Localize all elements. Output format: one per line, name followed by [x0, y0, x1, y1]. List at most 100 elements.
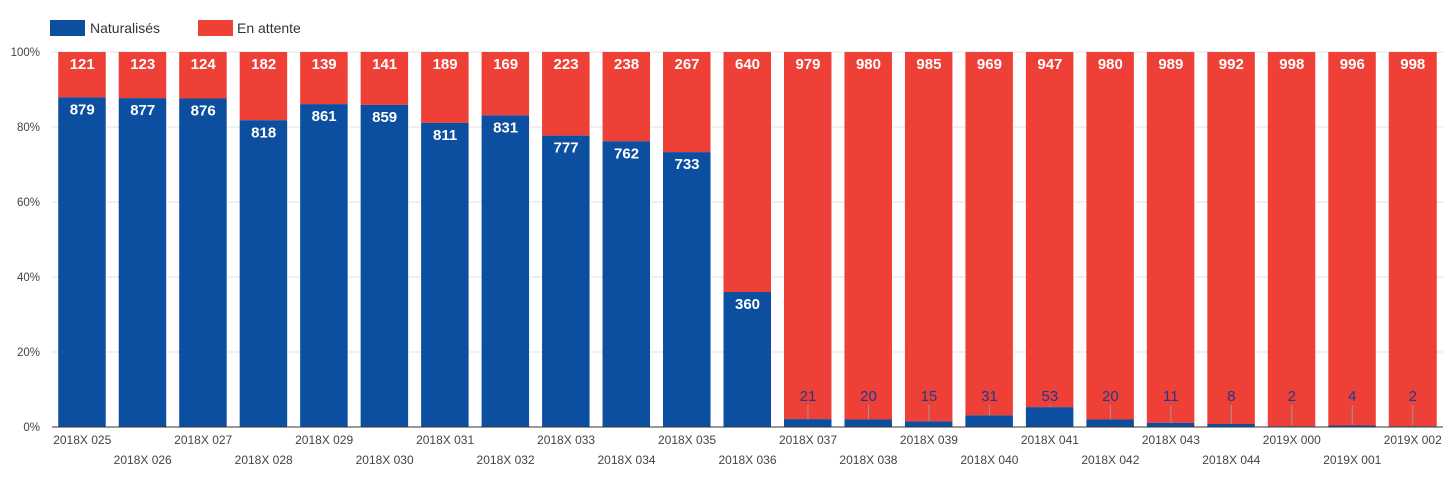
- bar-group: 121 879: [58, 52, 107, 427]
- y-tick-label: 40%: [17, 272, 40, 284]
- bar-naturalises[interactable]: [844, 419, 893, 428]
- bar-naturalises[interactable]: [239, 120, 288, 427]
- data-label-en-attente: 989: [1158, 56, 1183, 73]
- legend-swatch-naturalises[interactable]: [50, 20, 85, 36]
- data-label-en-attente: 992: [1219, 56, 1244, 73]
- data-label-naturalises: 2: [1288, 388, 1296, 405]
- data-label-naturalises: 733: [675, 156, 700, 173]
- bar-en-attente[interactable]: [300, 52, 349, 105]
- data-label-naturalises: 877: [130, 102, 155, 119]
- data-label-naturalises: 31: [981, 388, 998, 405]
- y-tick-label: 0%: [23, 422, 40, 434]
- bar-naturalises[interactable]: [1207, 424, 1256, 427]
- data-label-naturalises: 859: [372, 109, 397, 126]
- bar-naturalises[interactable]: [360, 104, 409, 427]
- bar-group: 189 811: [421, 52, 470, 427]
- bar-group: 139 861: [300, 52, 349, 427]
- bar-group: 182 818: [239, 52, 289, 427]
- bar-naturalises[interactable]: [783, 419, 832, 427]
- x-tick-label: 2018X 039: [900, 433, 958, 447]
- legend-label-en-attente[interactable]: En attente: [237, 20, 301, 36]
- x-tick-label: 2018X 038: [839, 453, 897, 467]
- data-label-en-attente: 640: [735, 56, 760, 73]
- bar-group: 998 2: [1267, 52, 1317, 427]
- data-label-naturalises: 11: [1163, 388, 1179, 405]
- bar-en-attente[interactable]: [663, 52, 712, 153]
- bar-en-attente[interactable]: [1267, 52, 1316, 427]
- bar-naturalises[interactable]: [1146, 422, 1195, 427]
- bar-group: 169 831: [481, 52, 531, 427]
- bar-naturalises[interactable]: [118, 98, 167, 427]
- bar-en-attente[interactable]: [179, 52, 228, 99]
- bar-en-attente[interactable]: [542, 52, 591, 136]
- bar-en-attente[interactable]: [360, 52, 409, 105]
- bar-naturalises[interactable]: [904, 421, 953, 427]
- data-label-en-attente: 980: [856, 56, 881, 73]
- bar-group: 947 53: [1025, 52, 1075, 427]
- bar-en-attente[interactable]: [1086, 52, 1135, 420]
- bar-en-attente[interactable]: [1388, 52, 1437, 427]
- data-label-naturalises: 777: [554, 140, 579, 157]
- data-label-en-attente: 985: [916, 56, 941, 73]
- bar-group: 238 762: [602, 52, 652, 427]
- bar-en-attente[interactable]: [481, 52, 530, 116]
- bar-en-attente[interactable]: [1328, 52, 1377, 426]
- bar-group: 123 877: [118, 52, 168, 427]
- x-tick-label: 2019X 000: [1263, 433, 1321, 447]
- legend-swatch-en-attente[interactable]: [198, 20, 233, 36]
- bar-naturalises[interactable]: [663, 152, 712, 427]
- bar-naturalises[interactable]: [481, 115, 530, 427]
- bar-en-attente[interactable]: [239, 52, 288, 121]
- bar-naturalises[interactable]: [1025, 407, 1074, 427]
- y-axis: 0% 20% 40% 60% 80% 100%: [11, 47, 40, 434]
- bar-en-attente[interactable]: [783, 52, 832, 420]
- legend-label-naturalises[interactable]: Naturalisés: [90, 20, 160, 36]
- x-tick-label: 2019X 002: [1384, 433, 1442, 447]
- bar-en-attente[interactable]: [602, 52, 651, 142]
- x-tick-label: 2018X 031: [416, 433, 474, 447]
- x-tick-label: 2018X 034: [598, 453, 656, 467]
- bar-naturalises[interactable]: [1086, 419, 1135, 428]
- bar-en-attente[interactable]: [904, 52, 953, 422]
- bar-naturalises[interactable]: [602, 141, 651, 427]
- bar-en-attente[interactable]: [118, 52, 167, 99]
- bar-en-attente[interactable]: [965, 52, 1014, 416]
- data-label-en-attente: 141: [372, 56, 397, 73]
- bar-naturalises[interactable]: [965, 415, 1014, 427]
- bar-naturalises[interactable]: [421, 122, 470, 427]
- x-tick-label: 2018X 025: [53, 433, 111, 447]
- bar-naturalises[interactable]: [1328, 425, 1377, 428]
- bar-en-attente[interactable]: [1025, 52, 1074, 408]
- bar-group: 992 8: [1207, 52, 1256, 427]
- bar-en-attente[interactable]: [58, 52, 107, 98]
- bar-en-attente[interactable]: [723, 52, 772, 292]
- data-label-en-attente: 124: [191, 56, 217, 73]
- data-label-naturalises: 20: [860, 388, 877, 405]
- data-label-naturalises: 21: [800, 388, 817, 405]
- data-label-naturalises: 4: [1348, 388, 1356, 405]
- bar-group: 998 2: [1388, 52, 1437, 427]
- data-label-naturalises: 762: [614, 145, 639, 162]
- data-label-naturalises: 360: [735, 296, 760, 313]
- data-label-en-attente: 238: [614, 56, 639, 73]
- bar-naturalises[interactable]: [300, 104, 349, 427]
- bar-en-attente[interactable]: [1146, 52, 1195, 423]
- bar-en-attente[interactable]: [1207, 52, 1256, 424]
- bar-naturalises[interactable]: [58, 97, 107, 427]
- bar-en-attente[interactable]: [844, 52, 893, 420]
- bar-naturalises[interactable]: [179, 98, 228, 428]
- bar-en-attente[interactable]: [421, 52, 470, 123]
- data-label-en-attente: 182: [251, 56, 276, 73]
- bar-naturalises[interactable]: [542, 135, 591, 427]
- data-label-naturalises: 15: [921, 388, 938, 405]
- data-label-en-attente: 979: [795, 56, 820, 73]
- data-label-en-attente: 189: [433, 56, 458, 73]
- x-tick-label: 2018X 028: [235, 453, 293, 467]
- x-tick-label: 2018X 035: [658, 433, 716, 447]
- bar-group: 985 15: [904, 52, 954, 427]
- x-tick-label: 2018X 044: [1202, 453, 1260, 467]
- data-label-en-attente: 998: [1400, 56, 1425, 73]
- x-tick-label: 2018X 041: [1021, 433, 1079, 447]
- bar-naturalises[interactable]: [723, 292, 772, 427]
